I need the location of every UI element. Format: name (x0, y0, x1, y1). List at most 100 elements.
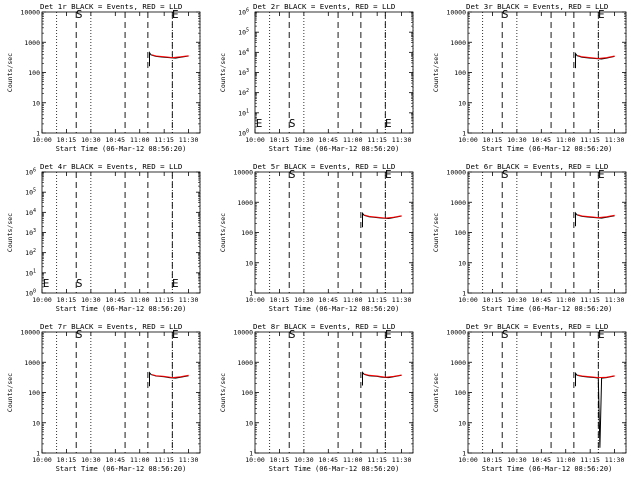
y-axis-label: Counts/sec (219, 213, 227, 252)
series-line-events (149, 51, 189, 67)
x-tick-label: 11:00 (556, 456, 576, 464)
y-tick-label: 10 (458, 259, 466, 267)
chart-svg-2: Det 2r BLACK = Events, RED = LLD 100 101 10… (219, 2, 414, 153)
y-tick-label: 1 (36, 450, 40, 458)
x-tick-label: 10:00 (32, 456, 52, 464)
chart-panel-1: Det 1r BLACK = Events, RED = LLD 1 10 100 10… (0, 0, 213, 164)
y-tick-label: 1 (462, 130, 466, 138)
plot-frame (254, 11, 414, 134)
x-tick-label: 10:15 (483, 296, 503, 304)
y-tick-label: 10000 (233, 329, 253, 337)
y-tick-label: 100 (241, 389, 253, 397)
time-marker-e: E (172, 8, 179, 21)
chart-panel-5: Det 5r BLACK = Events, RED = LLD 1 10 100 10… (213, 160, 426, 324)
x-tick-label: 11:15 (367, 136, 387, 144)
plot-frame (254, 331, 414, 454)
x-tick-label: 10:30 (507, 456, 527, 464)
series-line-lld (363, 373, 402, 378)
x-tick-label: 10:45 (532, 296, 552, 304)
time-marker-edge: E (43, 277, 50, 290)
chart-panel-4: Det 4r BLACK = Events, RED = LLD 100 101 10… (0, 160, 213, 324)
time-marker-e: E (385, 117, 392, 130)
y-tick-label: 1 (249, 450, 253, 458)
chart-title: Det 9r BLACK = Events, RED = LLD (466, 322, 608, 331)
x-axis-label: Start Time (06-Mar-12 08:56:20) (56, 465, 187, 473)
y-tick-label: 100 (28, 389, 40, 397)
y-tick-label: 1000 (24, 359, 40, 367)
y-tick-label: 106 (238, 8, 249, 17)
x-tick-label: 10:45 (319, 456, 339, 464)
x-tick-label: 10:15 (270, 296, 290, 304)
y-tick-label: 100 (454, 389, 466, 397)
y-axis-label: Counts/sec (6, 53, 14, 92)
series-line-events (362, 211, 402, 228)
time-marker-s: S (502, 8, 509, 21)
chart-svg-8: Det 8r BLACK = Events, RED = LLD 1 10 100 10… (219, 322, 414, 473)
plot-frame (467, 331, 627, 454)
chart-svg-9: Det 9r BLACK = Events, RED = LLD 1 10 100 10… (432, 322, 627, 473)
x-tick-label: 11:15 (154, 456, 174, 464)
y-tick-label: 1 (249, 290, 253, 298)
series-line-lld (150, 373, 189, 379)
x-tick-label: 10:30 (81, 136, 101, 144)
x-tick-label: 10:00 (32, 136, 52, 144)
x-axis-label: Start Time (06-Mar-12 08:56:20) (482, 465, 613, 473)
x-tick-label: 10:15 (57, 456, 77, 464)
x-tick-label: 11:15 (580, 296, 600, 304)
y-tick-label: 1000 (24, 39, 40, 47)
x-tick-label: 10:45 (106, 136, 126, 144)
chart-svg-3: Det 3r BLACK = Events, RED = LLD 1 10 100 10… (432, 2, 627, 153)
y-tick-label: 10000 (446, 169, 466, 177)
chart-title: Det 7r BLACK = Events, RED = LLD (40, 322, 182, 331)
x-tick-label: 11:00 (556, 296, 576, 304)
x-tick-label: 11:30 (605, 136, 625, 144)
x-tick-label: 10:45 (106, 296, 126, 304)
y-tick-label: 100 (25, 289, 36, 298)
y-tick-label: 10 (458, 99, 466, 107)
series-line-lld (576, 214, 615, 219)
x-tick-label: 10:30 (294, 456, 314, 464)
x-tick-label: 10:00 (245, 136, 265, 144)
x-axis-label: Start Time (06-Mar-12 08:56:20) (56, 145, 187, 153)
y-tick-label: 100 (454, 229, 466, 237)
x-tick-label: 11:30 (605, 456, 625, 464)
x-tick-label: 11:15 (367, 456, 387, 464)
y-tick-label: 1000 (450, 359, 466, 367)
y-tick-label: 105 (25, 188, 36, 197)
chart-svg-5: Det 5r BLACK = Events, RED = LLD 1 10 100 10… (219, 162, 414, 313)
y-tick-label: 10000 (446, 329, 466, 337)
y-axis-label: Counts/sec (6, 213, 14, 252)
y-tick-label: 10 (32, 419, 40, 427)
chart-title: Det 1r BLACK = Events, RED = LLD (40, 2, 182, 11)
time-marker-s: S (76, 8, 83, 21)
x-tick-label: 11:15 (580, 136, 600, 144)
y-tick-label: 10 (245, 419, 253, 427)
y-axis-label: Counts/sec (432, 53, 440, 92)
time-marker-e: E (598, 8, 605, 21)
x-tick-label: 10:15 (57, 136, 77, 144)
y-tick-label: 10000 (20, 329, 40, 337)
time-marker-s: S (502, 168, 509, 181)
series-line-events (149, 371, 189, 387)
plot-frame (41, 171, 201, 294)
y-tick-label: 100 (454, 69, 466, 77)
time-marker-s: S (289, 328, 296, 341)
y-tick-label: 100 (241, 229, 253, 237)
x-tick-label: 10:30 (294, 296, 314, 304)
plot-frame (41, 11, 201, 134)
y-tick-label: 102 (238, 88, 249, 97)
x-tick-label: 10:00 (458, 296, 478, 304)
x-tick-label: 11:30 (179, 296, 199, 304)
x-tick-label: 10:00 (458, 456, 478, 464)
time-marker-e: E (172, 328, 179, 341)
chart-panel-6: Det 6r BLACK = Events, RED = LLD 1 10 100 10… (426, 160, 639, 324)
y-tick-label: 103 (238, 68, 249, 77)
plot-frame (254, 171, 414, 294)
time-marker-s: S (76, 277, 83, 290)
x-tick-label: 10:45 (106, 456, 126, 464)
x-tick-label: 10:30 (507, 296, 527, 304)
x-axis-label: Start Time (06-Mar-12 08:56:20) (269, 465, 400, 473)
time-marker-edge: E (256, 117, 263, 130)
x-axis-label: Start Time (06-Mar-12 08:56:20) (56, 305, 187, 313)
series-line-events (575, 211, 615, 227)
